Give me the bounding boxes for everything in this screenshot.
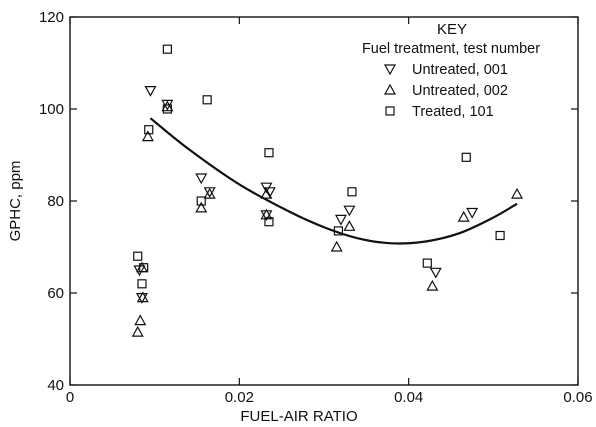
data-point-s0-5: [203, 187, 216, 199]
legend-marker-0: [383, 64, 397, 76]
data-points: [131, 44, 524, 337]
data-point-s1-11: [343, 220, 356, 231]
data-point-s2-11: [347, 187, 357, 197]
data-point-s0-11: [429, 267, 442, 279]
legend-marker-1: [383, 83, 397, 95]
data-point-s2-7: [202, 95, 212, 105]
data-point-s0-9: [334, 214, 347, 226]
x-tick-label-1: 0.02: [225, 389, 254, 406]
data-point-s2-5: [162, 104, 172, 114]
data-point-s1-4: [141, 130, 154, 142]
data-point-s2-13: [461, 152, 471, 162]
legend-title: KEY: [437, 21, 467, 38]
x-tick-label-2: 0.04: [394, 389, 423, 406]
data-point-s0-10: [343, 205, 356, 217]
data-point-s0-12: [466, 207, 479, 219]
y-tick-label-0: 40: [47, 377, 64, 394]
legend: KEY Fuel treatment, test number Untreate…: [362, 21, 540, 120]
data-point-s2-4: [162, 44, 172, 54]
data-point-s1-9: [260, 187, 273, 199]
legend-label-2: Treated, 101: [412, 104, 494, 120]
legend-marker-2: [385, 106, 395, 116]
axis-tick-labels: 0 0.02 0.04 0.06 40 60 80 100 120: [39, 9, 593, 406]
data-point-s2-0: [133, 251, 143, 261]
fitted-curve: [149, 117, 518, 245]
data-point-s1-2: [136, 291, 149, 303]
data-point-s2-12: [422, 258, 432, 268]
data-point-s2-10: [333, 226, 343, 236]
data-point-s1-1: [134, 314, 147, 326]
y-tick-label-2: 80: [47, 193, 64, 210]
legend-label-0: Untreated, 001: [412, 62, 508, 78]
y-tick-label-4: 120: [39, 9, 64, 26]
data-point-s1-13: [457, 210, 470, 222]
data-point-s1-0: [131, 325, 144, 337]
data-point-s1-10: [330, 240, 343, 252]
data-point-s2-2: [139, 263, 149, 273]
data-point-s1-8: [260, 208, 273, 220]
data-point-s1-12: [426, 279, 439, 291]
x-axis-label: FUEL-AIR RATIO: [240, 408, 357, 425]
data-point-s2-9: [264, 217, 274, 227]
data-point-s1-5: [161, 100, 174, 112]
data-point-s2-14: [495, 230, 505, 241]
data-point-s1-7: [203, 187, 216, 199]
x-tick-label-0: 0: [66, 389, 74, 406]
data-point-s0-7: [263, 187, 276, 199]
data-point-s1-14: [511, 187, 524, 199]
legend-entries: Untreated, 001 Untreated, 002 Treated, 101: [383, 62, 508, 120]
data-point-s2-6: [196, 196, 206, 206]
y-tick-label-1: 60: [47, 285, 64, 302]
data-point-s2-1: [137, 279, 147, 289]
legend-label-1: Untreated, 002: [412, 83, 508, 99]
data-point-s0-2: [144, 85, 157, 97]
x-tick-label-3: 0.06: [563, 389, 592, 406]
data-point-s2-8: [264, 148, 274, 158]
y-axis-label: GPHC, ppm: [7, 161, 24, 242]
data-point-s0-4: [195, 173, 208, 185]
data-point-s1-6: [195, 201, 208, 213]
y-tick-label-3: 100: [39, 101, 64, 118]
axis-ticks: [69, 16, 579, 386]
legend-subtitle: Fuel treatment, test number: [362, 41, 540, 57]
data-point-s2-3: [144, 125, 154, 135]
